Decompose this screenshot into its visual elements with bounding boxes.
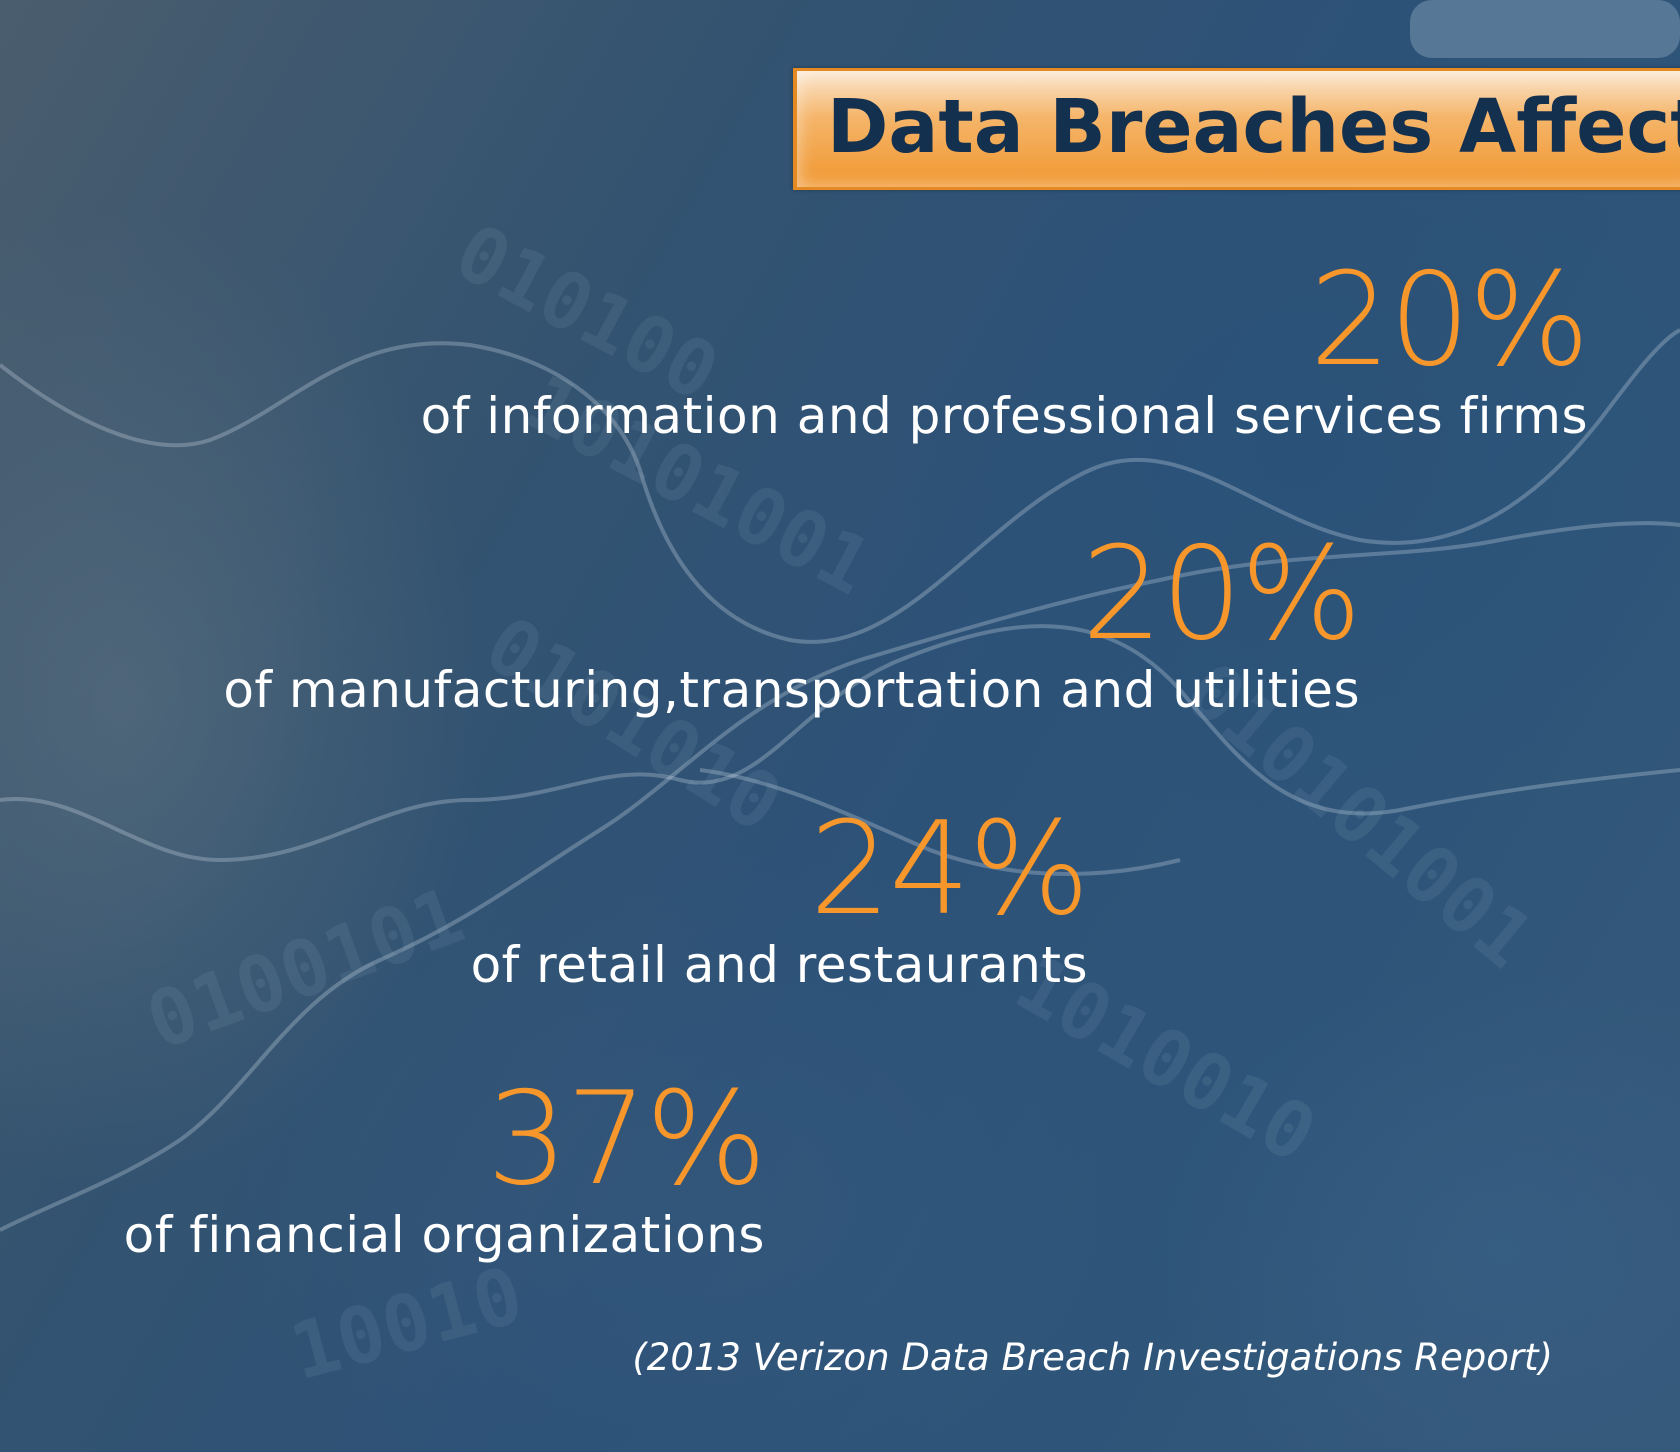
stat-block-manufacturing: 20% of manufacturing,transportation and …	[223, 520, 1362, 720]
stat-block-financial: 37% of financial organizations	[123, 1065, 768, 1265]
title-banner: Data Breaches Affect:	[793, 68, 1680, 190]
stat-description: of financial organizations	[123, 1206, 765, 1264]
stat-block-retail: 24% of retail and restaurants	[470, 795, 1091, 995]
stat-description: of information and professional services…	[420, 387, 1588, 445]
stat-percent: 20%	[1081, 520, 1362, 669]
stat-description: of manufacturing,transportation and util…	[223, 661, 1360, 719]
stat-percent: 37%	[486, 1065, 768, 1214]
stat-description: of retail and restaurants	[470, 936, 1088, 994]
stat-percent: 20%	[1309, 246, 1591, 395]
source-citation: (2013 Verizon Data Breach Investigations…	[632, 1336, 1553, 1379]
page-title: Data Breaches Affect:	[827, 84, 1680, 170]
stat-percent: 24%	[809, 795, 1091, 944]
stat-block-information-services: 20% of information and professional serv…	[420, 246, 1591, 446]
